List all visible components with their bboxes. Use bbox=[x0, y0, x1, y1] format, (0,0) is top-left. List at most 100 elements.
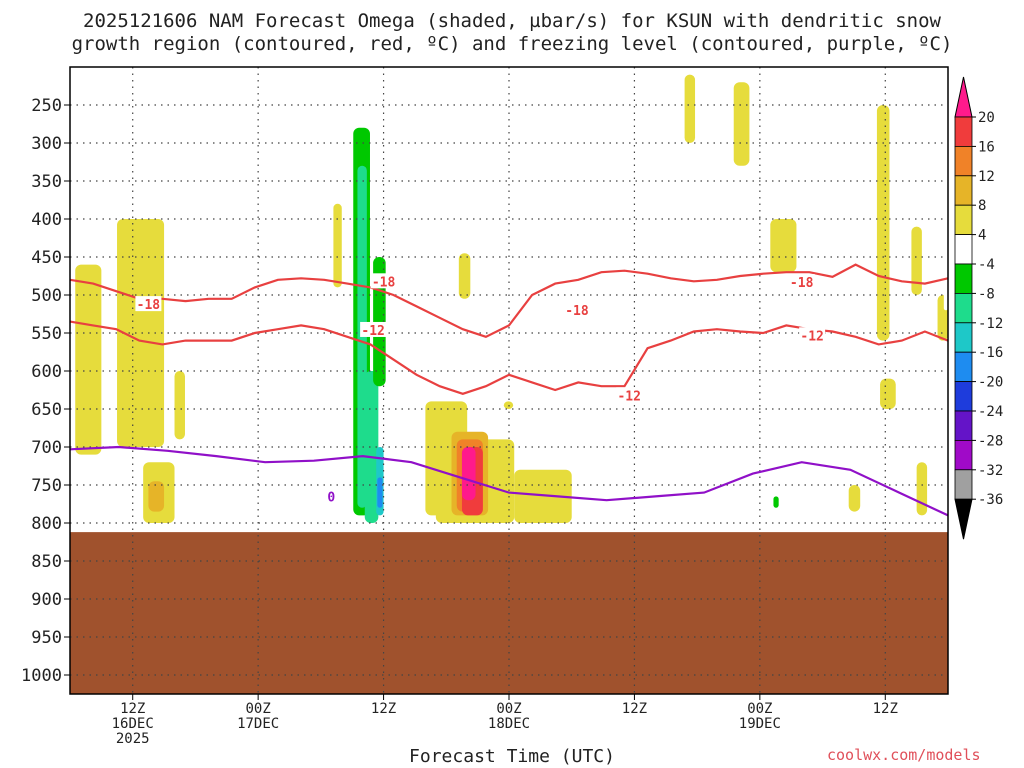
contour-label-bg bbox=[360, 321, 387, 337]
omega-cell bbox=[773, 496, 779, 508]
y-tick-label: 600 bbox=[31, 362, 62, 382]
y-tick-label: 300 bbox=[31, 134, 62, 154]
colorbar-label: 4 bbox=[978, 228, 986, 244]
y-tick-label: 500 bbox=[31, 286, 62, 306]
colorbar-label: 20 bbox=[978, 110, 995, 126]
omega-cell bbox=[943, 105, 948, 311]
contour-label-bg bbox=[616, 387, 643, 403]
x-tick-label: 17DEC bbox=[237, 716, 279, 732]
colorbar-label: -16 bbox=[978, 345, 1003, 361]
y-tick-label: 850 bbox=[31, 552, 62, 572]
x-tick-label: 2025 bbox=[116, 731, 150, 747]
contour-label: -18 bbox=[137, 298, 161, 313]
colorbar-label: -32 bbox=[978, 463, 1003, 479]
omega-cell bbox=[876, 105, 890, 341]
colorbar-label: 12 bbox=[978, 169, 995, 185]
x-tick-label: 12Z bbox=[622, 701, 647, 717]
contour-label: -12 bbox=[800, 329, 823, 344]
omega-cell bbox=[493, 86, 509, 166]
y-tick-label: 250 bbox=[31, 96, 62, 116]
omega-cell bbox=[545, 393, 562, 409]
colorbar-label: -28 bbox=[978, 433, 1003, 449]
colorbar-segment bbox=[954, 145, 973, 177]
omega-cell bbox=[880, 378, 896, 409]
contour-label-bg bbox=[788, 274, 815, 290]
contour-label-bg bbox=[799, 327, 826, 343]
omega-cell bbox=[482, 355, 494, 394]
x-tick-label: 19DEC bbox=[739, 716, 781, 732]
contour-label-bg bbox=[370, 273, 397, 289]
contour-line bbox=[69, 445, 949, 517]
colorbar-segment bbox=[954, 322, 973, 353]
omega-cell bbox=[916, 462, 928, 516]
omega-cell bbox=[770, 219, 797, 273]
x-tick-label: 00Z bbox=[496, 701, 521, 717]
colorbar-label: -36 bbox=[978, 492, 1003, 508]
x-axis-title: Forecast Time (UTC) bbox=[409, 746, 615, 767]
colorbar-segment bbox=[954, 410, 973, 441]
y-tick-label: 750 bbox=[31, 476, 62, 496]
y-tick-label: 1000 bbox=[21, 666, 62, 686]
y-tick-label: 700 bbox=[31, 438, 62, 458]
omega-cell bbox=[169, 219, 180, 242]
y-tick-label: 450 bbox=[31, 248, 62, 268]
colorbar-label: 16 bbox=[978, 139, 995, 155]
omega-cell bbox=[665, 447, 708, 508]
colorbar-segment bbox=[954, 234, 973, 265]
x-tick-label: 18DEC bbox=[488, 716, 530, 732]
omega-cell bbox=[733, 82, 750, 166]
colorbar-segment bbox=[954, 381, 973, 412]
contour-line bbox=[69, 263, 949, 338]
y-tick-label: 900 bbox=[31, 590, 62, 610]
contour-label: -12 bbox=[617, 389, 640, 404]
contour-label: -18 bbox=[372, 275, 396, 290]
colorbar-label: -8 bbox=[978, 286, 995, 302]
colorbar-segment bbox=[954, 175, 973, 206]
colorbar-label: -24 bbox=[978, 404, 1003, 420]
contour-label: -12 bbox=[361, 324, 384, 339]
credit-label: coolwx.com/models bbox=[827, 746, 981, 764]
contour-label: -18 bbox=[565, 304, 589, 319]
x-tick-label: 12Z bbox=[120, 701, 145, 717]
x-tick-label: 16DEC bbox=[112, 716, 154, 732]
contour-label-bg bbox=[563, 302, 590, 318]
colorbar-segment bbox=[954, 204, 973, 235]
y-tick-label: 950 bbox=[31, 628, 62, 648]
omega-cell bbox=[117, 219, 165, 447]
omega-cell bbox=[333, 203, 342, 288]
x-tick-label: 00Z bbox=[245, 701, 270, 717]
chart-title-line1: 2025121606 NAM Forecast Omega (shaded, µ… bbox=[83, 10, 941, 32]
x-tick-label: 12Z bbox=[873, 701, 898, 717]
colorbar-top-arrow bbox=[954, 76, 973, 118]
omega-cell bbox=[458, 253, 471, 299]
y-tick-label: 550 bbox=[31, 324, 62, 344]
colorbar-bottom-arrow bbox=[954, 498, 973, 540]
omega-cell bbox=[299, 150, 307, 189]
omega-cell bbox=[514, 469, 572, 523]
y-tick-label: 400 bbox=[31, 210, 62, 230]
x-tick-label: 00Z bbox=[747, 701, 772, 717]
omega-cell bbox=[461, 447, 476, 501]
colorbar-segment bbox=[954, 292, 973, 324]
colorbar-label: -12 bbox=[978, 316, 1003, 332]
omega-cell bbox=[377, 477, 383, 508]
y-tick-label: 350 bbox=[31, 172, 62, 192]
y-tick-label: 800 bbox=[31, 514, 62, 534]
y-tick-label: 650 bbox=[31, 400, 62, 420]
omega-cell bbox=[634, 439, 651, 516]
omega-cell bbox=[623, 181, 651, 447]
colorbar-segment bbox=[954, 469, 973, 500]
contour-label: -18 bbox=[790, 276, 814, 291]
contour-label: 0 bbox=[327, 490, 335, 505]
omega-cell bbox=[684, 74, 696, 143]
omega-cell bbox=[148, 481, 165, 512]
colorbar-label: -20 bbox=[978, 375, 1003, 391]
omega-cell bbox=[911, 226, 922, 295]
contour-label-bg bbox=[318, 488, 345, 504]
colorbar-segment bbox=[954, 263, 973, 294]
omega-cell bbox=[364, 371, 379, 523]
x-tick-label: 12Z bbox=[371, 701, 396, 717]
colorbar-segment bbox=[954, 116, 973, 147]
chart-title-line2: growth region (contoured, red, ºC) and f… bbox=[71, 33, 953, 55]
